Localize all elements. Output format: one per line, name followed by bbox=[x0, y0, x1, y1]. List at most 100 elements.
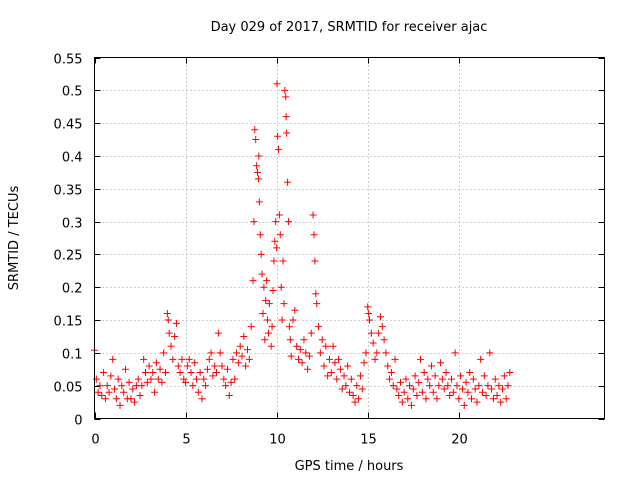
data-point bbox=[152, 359, 160, 367]
data-point bbox=[96, 382, 104, 390]
data-point bbox=[281, 86, 289, 94]
data-point bbox=[455, 395, 463, 403]
data-point bbox=[286, 336, 294, 344]
data-point bbox=[257, 250, 265, 258]
data-point bbox=[277, 283, 285, 291]
data-point bbox=[121, 365, 129, 373]
data-point bbox=[274, 132, 282, 140]
data-point bbox=[398, 398, 406, 406]
data-point bbox=[295, 355, 302, 363]
data-point bbox=[502, 395, 510, 403]
x-tick-label: 10 bbox=[269, 433, 286, 448]
data-point bbox=[393, 385, 401, 393]
data-point bbox=[191, 359, 199, 367]
data-point bbox=[213, 369, 221, 377]
data-point bbox=[200, 375, 208, 383]
data-point bbox=[378, 323, 386, 331]
data-point bbox=[244, 346, 251, 354]
data-point bbox=[262, 296, 270, 304]
data-point bbox=[413, 392, 421, 400]
data-point bbox=[260, 283, 268, 291]
data-point bbox=[198, 395, 206, 403]
data-point bbox=[160, 349, 168, 357]
data-point bbox=[493, 392, 501, 400]
data-point bbox=[158, 378, 166, 386]
data-point bbox=[142, 369, 149, 377]
data-point bbox=[409, 385, 417, 393]
data-point bbox=[202, 382, 210, 390]
data-point bbox=[271, 237, 279, 245]
data-point bbox=[327, 369, 335, 377]
data-point bbox=[346, 388, 353, 396]
data-point bbox=[276, 231, 284, 239]
data-point bbox=[167, 342, 175, 350]
data-point bbox=[449, 388, 457, 396]
x-tick-label: 5 bbox=[182, 433, 190, 448]
data-point bbox=[274, 145, 282, 153]
data-point bbox=[506, 369, 514, 377]
data-point bbox=[227, 378, 235, 386]
data-point bbox=[134, 375, 142, 383]
data-point bbox=[389, 382, 397, 390]
data-point bbox=[209, 372, 217, 380]
data-point bbox=[120, 388, 128, 396]
data-point bbox=[304, 365, 312, 373]
data-point bbox=[116, 401, 124, 409]
data-point bbox=[264, 329, 272, 337]
data-point bbox=[418, 388, 426, 396]
data-point bbox=[344, 362, 352, 370]
data-point bbox=[473, 398, 481, 406]
data-point bbox=[364, 303, 372, 311]
data-point bbox=[218, 362, 226, 370]
data-point bbox=[488, 385, 496, 393]
data-point bbox=[258, 270, 266, 278]
y-tick-label: 0.05 bbox=[54, 381, 83, 396]
data-point bbox=[256, 231, 264, 239]
y-tick-label: 0.4 bbox=[62, 151, 83, 166]
data-point bbox=[207, 349, 215, 357]
data-point bbox=[402, 375, 410, 383]
data-point bbox=[367, 329, 375, 337]
data-point bbox=[143, 378, 151, 386]
data-point bbox=[264, 316, 272, 324]
data-point bbox=[335, 355, 343, 363]
data-point bbox=[229, 355, 237, 363]
data-point bbox=[127, 395, 135, 403]
data-point bbox=[307, 329, 315, 337]
data-point bbox=[300, 336, 308, 344]
data-point bbox=[250, 218, 258, 226]
data-point bbox=[404, 395, 412, 403]
data-point bbox=[415, 378, 423, 386]
data-point bbox=[491, 375, 499, 383]
data-point bbox=[291, 306, 299, 314]
data-point bbox=[263, 277, 271, 285]
data-point bbox=[355, 395, 363, 403]
data-point bbox=[489, 395, 497, 403]
data-point bbox=[397, 378, 404, 386]
data-point bbox=[279, 257, 287, 265]
data-point bbox=[101, 395, 109, 403]
data-point bbox=[112, 395, 120, 403]
data-point bbox=[164, 316, 172, 324]
data-point bbox=[365, 309, 373, 317]
data-point bbox=[322, 342, 330, 350]
data-point bbox=[196, 369, 204, 377]
data-point bbox=[453, 382, 461, 390]
data-point bbox=[315, 323, 323, 331]
data-point bbox=[273, 244, 281, 252]
data-point bbox=[165, 329, 173, 337]
data-point bbox=[340, 372, 348, 380]
data-point bbox=[174, 362, 182, 370]
data-point bbox=[289, 316, 297, 324]
data-point bbox=[284, 178, 292, 186]
data-point bbox=[194, 388, 202, 396]
data-point bbox=[273, 80, 281, 88]
data-point bbox=[125, 378, 133, 386]
data-point bbox=[347, 375, 355, 383]
data-point bbox=[189, 382, 197, 390]
data-point bbox=[325, 355, 333, 363]
data-point bbox=[451, 349, 459, 357]
data-point bbox=[353, 382, 361, 390]
data-point bbox=[154, 375, 162, 383]
